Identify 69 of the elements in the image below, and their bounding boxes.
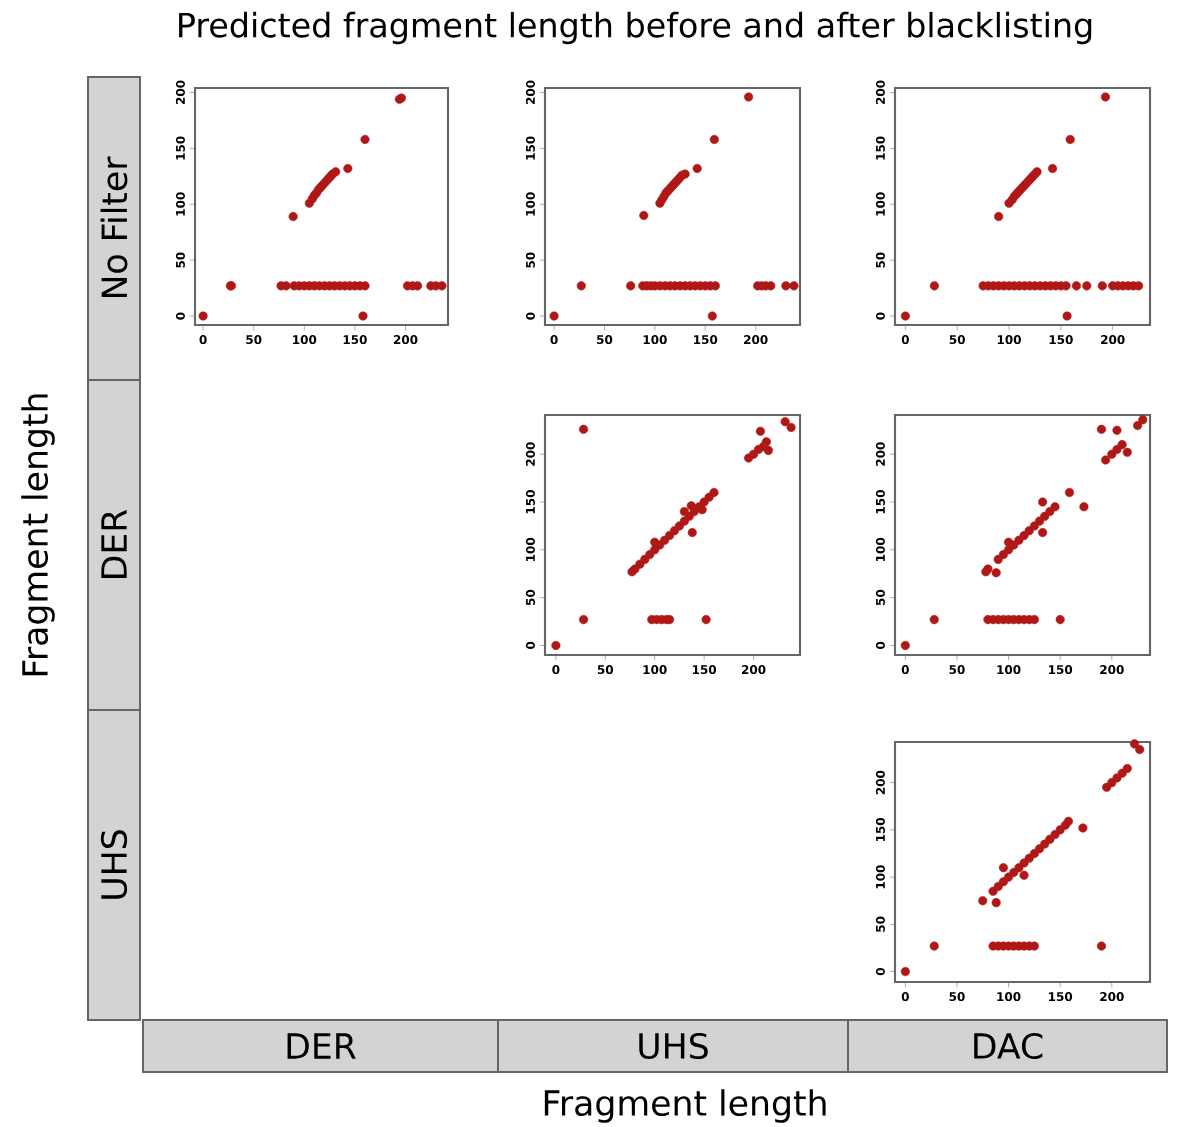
y-tick-label: 150: [525, 136, 535, 160]
x-tick-label: 50: [949, 992, 965, 1002]
x-tick-label: 200: [744, 335, 768, 345]
y-tick-label: 0: [875, 312, 885, 320]
x-tick-label: 50: [949, 665, 965, 675]
y-tick-label: 200: [525, 80, 535, 105]
x-tick-label: 200: [393, 335, 418, 345]
y-tick-label: 200: [175, 80, 185, 105]
x-tick-label: 100: [293, 335, 317, 345]
x-tick-label: 0: [199, 335, 207, 345]
y-tick-label: 200: [875, 442, 885, 466]
y-tick-label: 200: [875, 770, 885, 795]
x-tick-label: 200: [1101, 335, 1125, 345]
y-tick-label: 150: [875, 136, 885, 160]
x-tick-label: 150: [692, 665, 717, 675]
text: Fragment length: [544, 1089, 826, 1123]
x-tick-label: 150: [1049, 992, 1073, 1002]
y-tick-label: 100: [875, 865, 885, 889]
x-tick-label: 50: [949, 335, 965, 345]
y-tick-label: 200: [525, 442, 535, 466]
y-tick-label: 0: [525, 312, 535, 320]
y-tick-label: 50: [525, 589, 535, 606]
x-tick-label: 50: [597, 335, 613, 345]
x-tick-label: 0: [550, 335, 558, 345]
x-tick-label: 150: [1049, 665, 1073, 675]
x-tick-label: 0: [901, 335, 909, 345]
x-tick-label: 50: [246, 335, 262, 345]
category-label: DAC: [974, 1032, 1043, 1060]
y-tick-label: 50: [875, 252, 885, 268]
x-tick-label: 200: [741, 665, 766, 675]
x-tick-label: 100: [997, 992, 1021, 1002]
y-tick-label: 100: [875, 192, 885, 216]
x-tick-label: 200: [1100, 992, 1124, 1002]
y-tick-label: 50: [875, 589, 885, 606]
y-tick-label: 100: [875, 537, 885, 561]
y-tick-label: 150: [175, 136, 185, 160]
x-tick-label: 150: [343, 335, 367, 345]
y-tick-label: 50: [175, 252, 185, 268]
y-tick-label: 0: [175, 312, 185, 320]
y-tick-label: 0: [525, 641, 535, 650]
y-tick-label: 0: [875, 968, 885, 976]
y-tick-label: 150: [525, 490, 535, 514]
x-tick-label: 100: [643, 665, 667, 675]
text: Fragment length: [21, 394, 55, 676]
y-tick-label: 150: [875, 490, 885, 514]
y-tick-label: 50: [875, 916, 885, 932]
x-tick-label: 50: [597, 665, 614, 675]
x-tick-label: 100: [997, 665, 1021, 675]
x-tick-label: 200: [1100, 665, 1124, 675]
y-tick-label: 100: [525, 537, 535, 561]
x-tick-label: 150: [1049, 335, 1073, 345]
y-tick-label: 50: [525, 252, 535, 268]
y-tick-label: 100: [525, 192, 535, 216]
y-tick-label: 0: [875, 641, 885, 650]
category-label: UHS: [639, 1032, 708, 1060]
category-label: UHS: [100, 830, 128, 899]
y-tick-label: 150: [875, 817, 885, 842]
y-tick-label: 200: [875, 80, 885, 105]
category-label: DER: [101, 509, 127, 578]
x-tick-label: 100: [997, 335, 1021, 345]
category-label: No Filter: [100, 156, 128, 298]
category-label: DER: [287, 1033, 356, 1059]
x-tick-label: 100: [643, 335, 667, 345]
x-tick-label: 0: [901, 665, 909, 675]
text: Predicted fragment length before and after blacklisting: [179, 11, 1092, 45]
x-tick-label: 0: [901, 992, 909, 1002]
y-tick-label: 100: [175, 192, 185, 216]
x-tick-label: 0: [552, 665, 560, 675]
x-tick-label: 150: [694, 335, 718, 345]
